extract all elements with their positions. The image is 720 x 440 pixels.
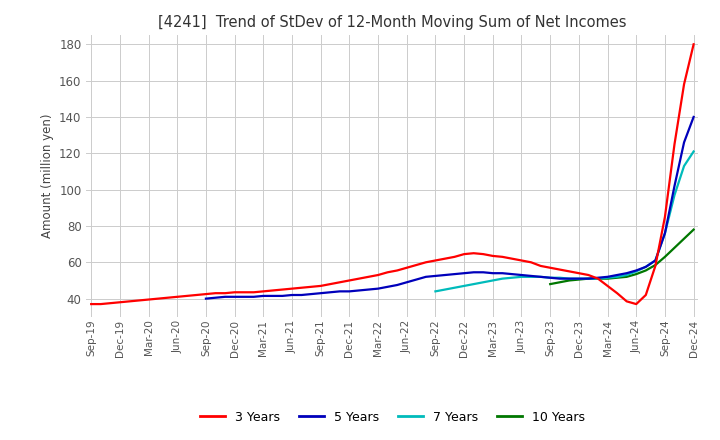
3 Years bbox=[336, 280, 344, 285]
5 Years bbox=[336, 289, 344, 294]
5 Years bbox=[469, 270, 478, 275]
Y-axis label: Amount (million yen): Amount (million yen) bbox=[40, 114, 53, 238]
Legend: 3 Years, 5 Years, 7 Years, 10 Years: 3 Years, 5 Years, 7 Years, 10 Years bbox=[195, 406, 590, 429]
3 Years bbox=[421, 260, 430, 265]
3 Years bbox=[163, 295, 172, 301]
Line: 3 Years: 3 Years bbox=[91, 44, 693, 304]
3 Years bbox=[383, 270, 392, 275]
Line: 10 Years: 10 Years bbox=[550, 230, 693, 284]
7 Years bbox=[479, 280, 487, 285]
5 Years bbox=[479, 270, 487, 275]
Title: [4241]  Trend of StDev of 12-Month Moving Sum of Net Incomes: [4241] Trend of StDev of 12-Month Moving… bbox=[158, 15, 626, 30]
Line: 7 Years: 7 Years bbox=[436, 151, 693, 291]
3 Years bbox=[469, 250, 478, 256]
5 Years bbox=[383, 284, 392, 290]
10 Years bbox=[689, 227, 698, 232]
7 Years bbox=[469, 282, 478, 287]
3 Years bbox=[87, 301, 96, 307]
5 Years bbox=[689, 114, 698, 120]
7 Years bbox=[689, 149, 698, 154]
3 Years bbox=[479, 252, 487, 257]
3 Years bbox=[689, 42, 698, 47]
5 Years bbox=[421, 274, 430, 279]
Line: 5 Years: 5 Years bbox=[206, 117, 693, 299]
